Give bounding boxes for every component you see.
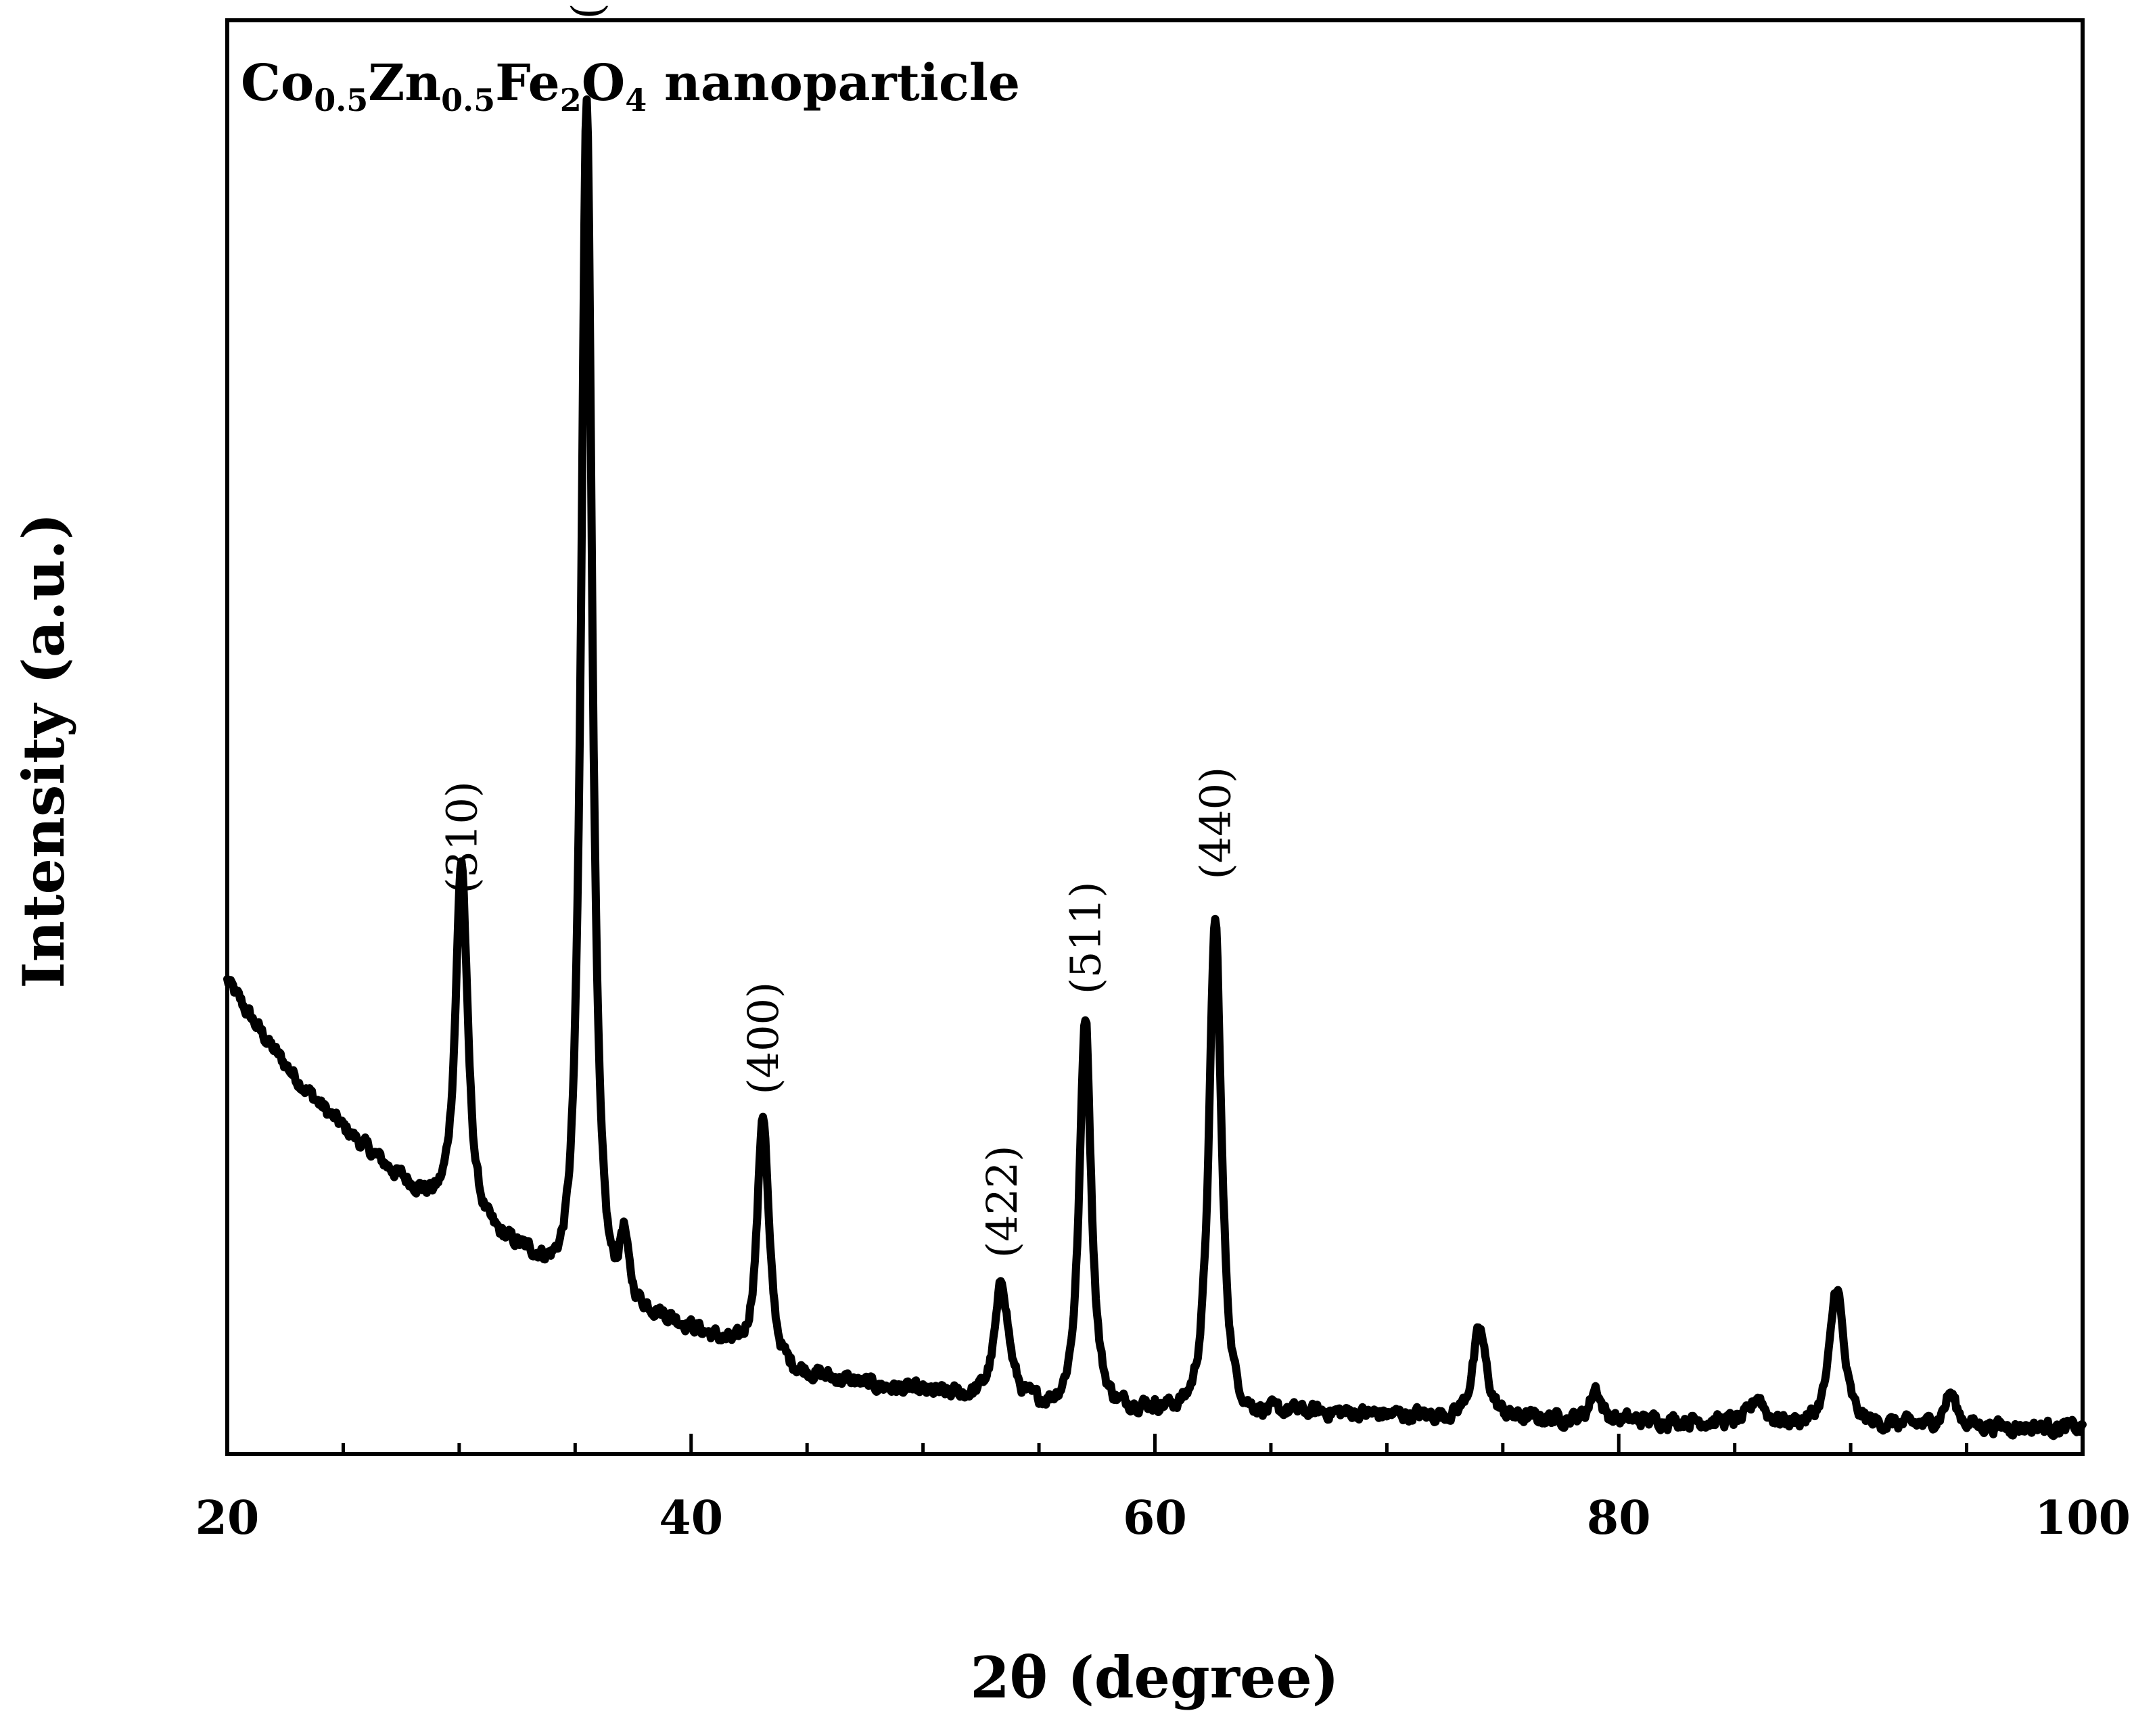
x-tick-label: 80 <box>1587 1491 1651 1545</box>
peak-label: (422) <box>977 1146 1027 1259</box>
title-subscript: 0.5 <box>314 82 368 118</box>
title-subscript: 4 <box>625 82 647 118</box>
x-tick-label: 60 <box>1123 1491 1187 1545</box>
x-axis-tick-labels: 20 40 60 80 100 <box>195 1491 2131 1545</box>
x-tick-label: 20 <box>195 1491 260 1545</box>
peak-label: (310) <box>437 781 486 894</box>
peak-label: (511) <box>1061 881 1111 994</box>
title-text: Fe <box>495 54 560 112</box>
peak-label: (440) <box>1191 767 1240 880</box>
xrd-pattern-line <box>223 95 2087 1440</box>
x-tick-label: 100 <box>2035 1491 2131 1545</box>
x-tick-label: 40 <box>659 1491 723 1545</box>
peak-labels: (310) (311) (400) (422) (511) (440) <box>437 0 1240 1258</box>
peak-label: (400) <box>739 982 788 1095</box>
title-text: nanoparticle <box>647 54 1020 112</box>
peak-label: (311) <box>562 0 611 20</box>
title-text: Co <box>241 54 314 112</box>
x-axis-title: 2θ (degree) <box>970 1644 1339 1711</box>
title-text: Zn <box>368 54 441 112</box>
title-subscript: 0.5 <box>441 82 495 118</box>
title-text: O <box>582 54 625 112</box>
chart-title: Co0.5Zn0.5Fe2O4 nanoparticle <box>241 54 1020 118</box>
x-axis-ticks <box>225 1434 2085 1454</box>
title-subscript: 2 <box>560 82 582 118</box>
y-axis-title: Intensity (a.u.) <box>10 513 77 988</box>
